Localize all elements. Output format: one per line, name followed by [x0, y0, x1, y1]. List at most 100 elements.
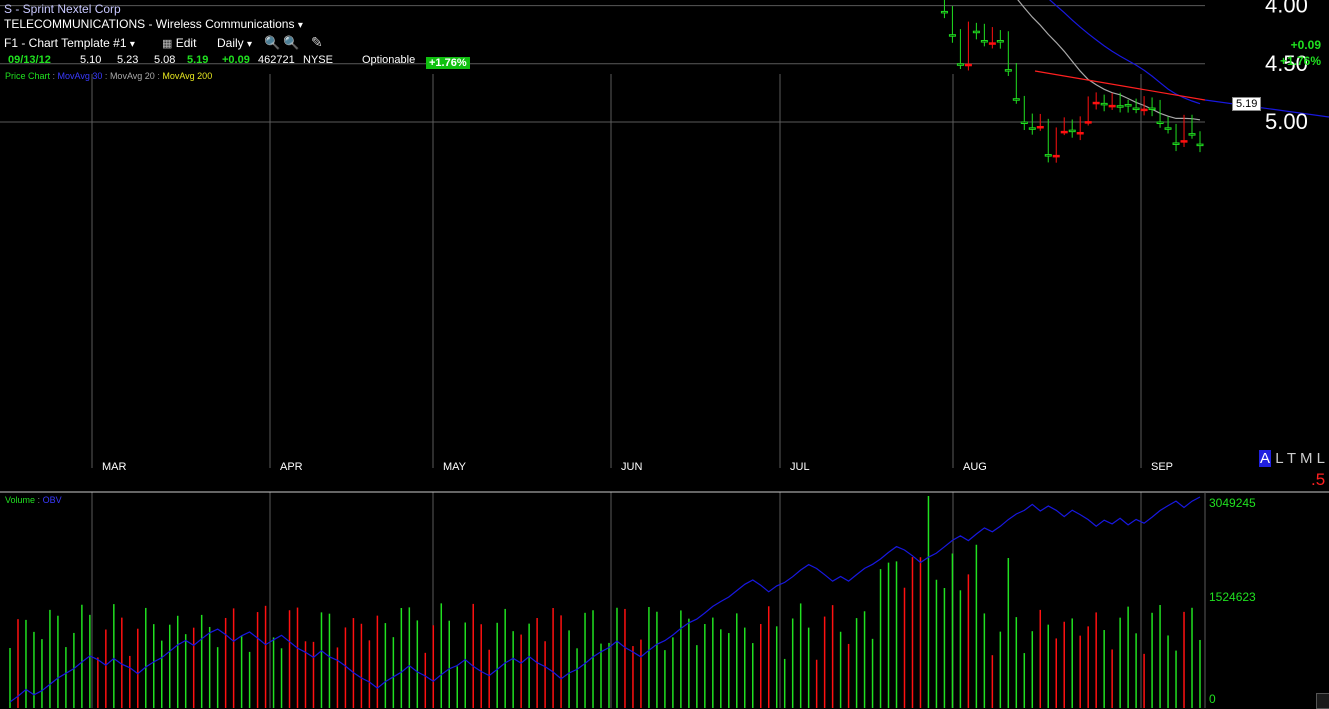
range-selector[interactable]: A L T M L	[1259, 450, 1325, 467]
quote-volume: 462721	[258, 54, 295, 66]
candle-body	[956, 63, 964, 66]
legend-volume: Volume	[5, 495, 36, 505]
volume-legend: Volume : OBV	[5, 495, 62, 505]
candle-body	[1140, 108, 1148, 112]
quote-close: 5.19	[187, 54, 209, 66]
candle-body	[1196, 143, 1204, 147]
volume-axis-bottom: 0	[1209, 692, 1216, 706]
candle-body	[948, 34, 956, 37]
sector-dropdown[interactable]: TELECOMMUNICATIONS - Wireless Communicat…	[4, 17, 303, 31]
optionable-badge: +1.76%	[426, 53, 470, 71]
y-tick-label: 4.50	[1265, 51, 1308, 76]
price-legend: Price Chart : MovAvg 30 : MovAvg 20 : Mo…	[5, 71, 213, 81]
candle-body	[1004, 69, 1012, 72]
quote-change: +0.09	[222, 54, 250, 66]
candle-body	[1076, 131, 1084, 135]
volume-bars	[9, 496, 1201, 708]
volume-axis-mid: 1524623	[1209, 590, 1256, 604]
x-tick-label: JUL	[790, 461, 810, 473]
candle-body	[964, 63, 972, 67]
range-l1: L	[1275, 450, 1283, 467]
trendline-red	[1034, 70, 1206, 101]
trendline	[1034, 70, 1329, 118]
quote-low: 5.08	[154, 54, 176, 66]
candle-body	[1124, 104, 1132, 107]
range-a: A	[1259, 450, 1272, 467]
last-price-tag: 5.19	[1232, 97, 1262, 111]
candle-body	[1044, 154, 1052, 157]
x-tick-label: SEP	[1151, 461, 1173, 473]
x-tick-label: JUN	[621, 461, 642, 473]
candle-body	[1068, 129, 1076, 133]
candle-body	[1060, 130, 1068, 134]
candle-body	[1084, 121, 1092, 124]
legend-ma20: MovAvg 20	[109, 71, 155, 81]
quote-date: 09/13/12	[8, 54, 51, 66]
resize-handle[interactable]	[1316, 693, 1329, 709]
period-text: Daily	[217, 36, 244, 50]
trendline-ext	[1204, 99, 1329, 118]
symbol-text: S - Sprint Nextel Corp	[4, 2, 121, 16]
candle-body	[1052, 154, 1060, 158]
quote-exchange: NYSE	[303, 54, 333, 66]
candle-body	[972, 30, 980, 34]
candle-body	[1092, 101, 1100, 105]
candle-body	[1156, 121, 1164, 124]
edit-button[interactable]: ▦ Edit	[162, 36, 196, 50]
x-tick-label: MAY	[443, 461, 467, 473]
candle-body	[1148, 107, 1156, 111]
legend-obv: OBV	[42, 495, 62, 505]
edit-label: Edit	[175, 36, 197, 50]
y-tick-label: 5.00	[1265, 109, 1308, 134]
legend-ma30: MovAvg 30	[57, 71, 103, 81]
range-t: T	[1286, 450, 1296, 467]
obv-path	[9, 496, 1201, 703]
candle-body	[1180, 140, 1188, 143]
draw-tool-icon[interactable]: ✎	[311, 34, 323, 50]
x-tick-label: MAR	[102, 461, 127, 473]
obv-line	[9, 496, 1201, 703]
candlesticks	[940, 0, 1204, 163]
candle-body	[1132, 107, 1140, 111]
sector-text: TELECOMMUNICATIONS - Wireless Communicat…	[4, 17, 295, 31]
x-tick-label: APR	[280, 461, 303, 473]
volume-axis-top: 3049245	[1209, 496, 1256, 510]
candle-body	[1164, 127, 1172, 130]
template-dropdown[interactable]: F1 - Chart Template #1	[4, 36, 135, 50]
axis-labels: 5.004.504.003.503.002.50MARAPRMAYJUNJULA…	[102, 0, 1308, 473]
range-l2: L	[1316, 450, 1325, 467]
candle-body	[1012, 98, 1020, 101]
x-tick-label: AUG	[963, 461, 987, 473]
change-abs: +0.09	[1290, 38, 1321, 52]
candle-body	[1108, 104, 1116, 108]
candle-body	[980, 40, 988, 43]
candle-body	[1116, 105, 1124, 108]
candle-body	[1188, 133, 1196, 136]
half-label: .5	[1311, 470, 1326, 489]
period-dropdown[interactable]: Daily	[217, 36, 252, 50]
ma30-path	[1048, 0, 1201, 105]
candle-body	[1020, 121, 1028, 124]
zoom-in-icon[interactable]: 🔍	[264, 35, 281, 50]
ma30-line	[1048, 0, 1201, 105]
optionable-label: Optionable	[362, 54, 416, 66]
candle-body	[940, 10, 948, 14]
edit-icon: ▦	[162, 38, 173, 50]
candle-body	[996, 40, 1004, 43]
change-pct: +1.76%	[1279, 54, 1321, 68]
legend-ma200: MovAvg 200	[162, 71, 213, 81]
y-tick-label: 4.00	[1265, 0, 1308, 18]
candle-body	[1172, 142, 1180, 145]
candle-body	[1100, 102, 1108, 106]
zoom-out-icon[interactable]: 🔍	[283, 35, 300, 50]
symbol-title[interactable]: S - Sprint Nextel Corp	[4, 2, 121, 16]
candle-body	[988, 42, 996, 45]
candle-body	[1028, 127, 1036, 130]
quote-open: 5.10	[80, 54, 102, 66]
range-m: M	[1299, 450, 1313, 467]
legend-price: Price Chart	[5, 71, 51, 81]
candle-body	[1036, 125, 1044, 129]
template-text: F1 - Chart Template #1	[4, 36, 127, 50]
